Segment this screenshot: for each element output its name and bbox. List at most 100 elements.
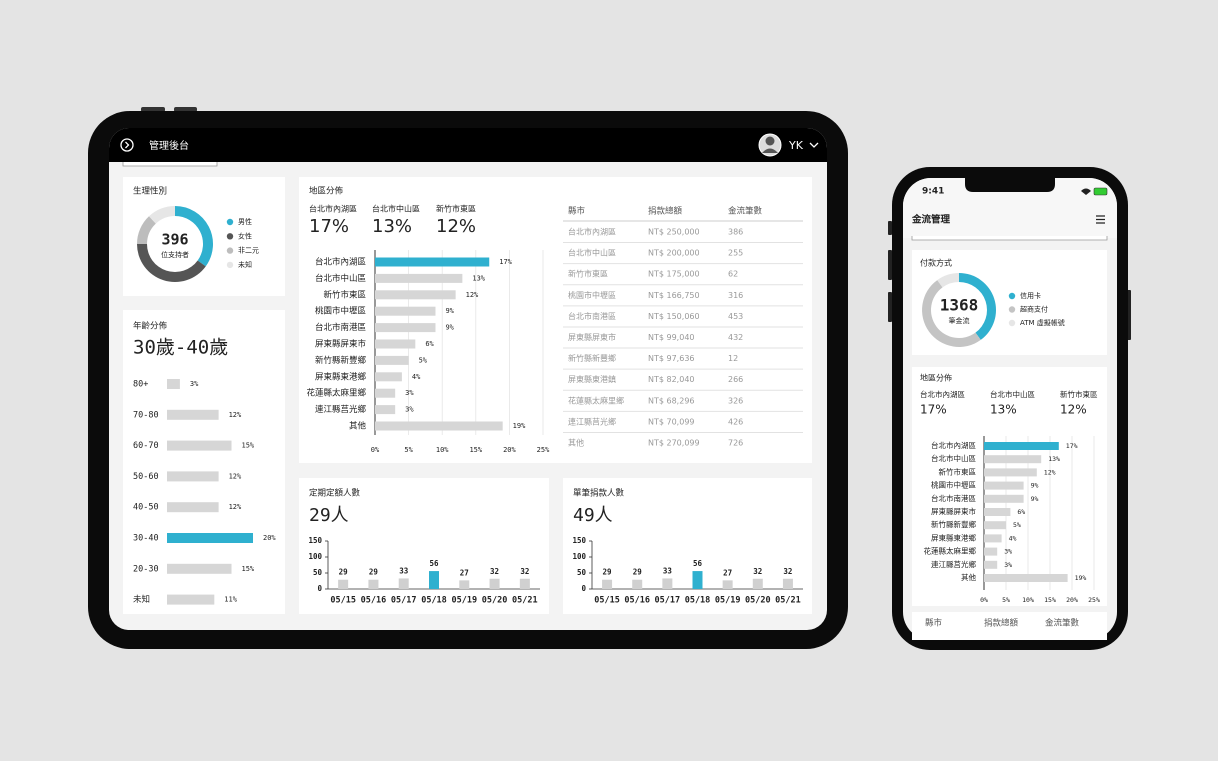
legend-label: 超商支付 [1020,305,1048,314]
value-label: 9% [445,324,454,332]
value-label: 29 [339,568,349,577]
table-cell: NT$ 200,000 [648,249,700,258]
value-label: 29 [603,568,613,577]
user-menu-icon[interactable] [809,142,819,148]
category-label: 台北市南港區 [931,493,976,503]
x-tick-label: 15% [469,446,482,454]
menu-icon[interactable] [1096,215,1105,224]
legend-swatch [226,261,234,269]
bar [459,580,470,589]
card-title: 付款方式 [920,258,952,268]
category-label: 台北市中山區 [931,453,976,463]
table-cell: 新竹縣新豐鄉 [568,353,616,363]
card-title: 單筆捐款人數 [573,488,625,499]
category-label: 連江縣莒光鄉 [931,559,976,569]
table-header: 縣市 [925,618,943,629]
bar [375,323,436,333]
x-tick-label: 5% [404,446,413,454]
value-label: 6% [425,340,434,348]
wifi [1081,188,1091,195]
x-tick-label: 05/15 [330,596,356,606]
x-tick-label: 15% [1044,596,1056,604]
value-label: 32 [753,567,762,576]
bar [429,571,439,589]
value-label: 3% [405,389,414,397]
value-label: 6% [1017,508,1025,516]
headline: 30歲-40歲 [133,337,228,359]
value-label: 33 [663,566,673,575]
value-label: 56 [429,559,439,568]
table-cell: 453 [728,312,743,321]
value-label: 4% [412,373,421,381]
table-cell: 255 [728,249,743,258]
category-label: 20-30 [133,564,159,574]
table-cell: 386 [728,228,743,237]
table-cell: 432 [728,333,743,342]
x-tick-label: 05/17 [391,596,417,606]
y-tick-label: 150 [308,536,322,545]
donut-total: 1368 [940,296,979,315]
table-cell: 316 [728,291,743,300]
y-tick-label: 50 [313,568,323,577]
app-title: 金流管理 [911,214,951,226]
user-name[interactable]: YK [788,139,804,152]
x-tick-label: 05/20 [745,596,771,606]
x-tick-label: 0% [980,596,988,604]
donut-segment [175,206,214,267]
highlight-label: 台北市內湖區 [309,204,357,214]
bar [722,580,733,589]
value-label: 12% [229,411,242,419]
x-tick-label: 20% [1066,596,1078,604]
category-label: 台北市內湖區 [315,257,366,268]
bar [375,257,490,267]
legend-swatch [1008,306,1016,313]
category-label: 新竹縣新豐鄉 [315,355,367,366]
x-tick-label: 05/16 [624,596,650,606]
bar [752,578,763,589]
x-tick-label: 05/19 [715,596,741,606]
bar [984,534,1002,543]
category-label: 台北市中山區 [315,273,366,284]
category-label: 連江縣莒光鄉 [315,404,367,415]
bar [375,290,456,300]
legend-swatch [226,233,234,240]
value-label: 9% [1031,495,1039,503]
bar [984,468,1037,477]
value-label: 3% [1004,561,1012,569]
highlight-label: 台北市中山區 [372,204,420,214]
category-label: 屏東縣屏東市 [315,339,367,350]
table-cell: 62 [728,270,738,279]
table-cell: 726 [728,439,743,448]
category-label: 花蓮縣太麻里鄉 [306,388,366,399]
bar [375,388,396,398]
category-label: 50-60 [133,472,159,482]
x-tick-label: 05/21 [775,596,801,606]
table-card [912,612,1107,640]
donut-segment [959,273,996,340]
highlight-label: 新竹市東區 [1060,389,1098,399]
y-tick-label: 150 [572,536,586,545]
bar [984,521,1006,530]
nav-toggle[interactable] [120,138,134,152]
card-title: 地區分佈 [920,373,952,383]
value-label: 12% [1044,468,1056,476]
bar [375,273,463,283]
legend-swatch [226,218,234,226]
search-input[interactable] [122,162,218,167]
bar [375,421,503,431]
table-cell: NT$ 68,296 [648,396,695,405]
value-label: 32 [490,567,499,576]
bar [368,579,379,589]
region-card [299,177,812,463]
phone-button [888,250,892,280]
table-cell: 連江縣莒光鄉 [568,416,616,426]
table-header: 金流筆數 [1045,618,1080,629]
search-input[interactable] [911,236,1108,241]
highlight-label: 台北市內湖區 [920,389,965,399]
x-tick-label: 05/19 [451,596,477,606]
tablet-button [174,107,197,112]
legend-label: 女性 [238,231,252,240]
headline: 29人 [309,505,349,526]
x-tick-label: 05/18 [685,596,711,606]
category-label: 新竹市東區 [323,289,366,300]
